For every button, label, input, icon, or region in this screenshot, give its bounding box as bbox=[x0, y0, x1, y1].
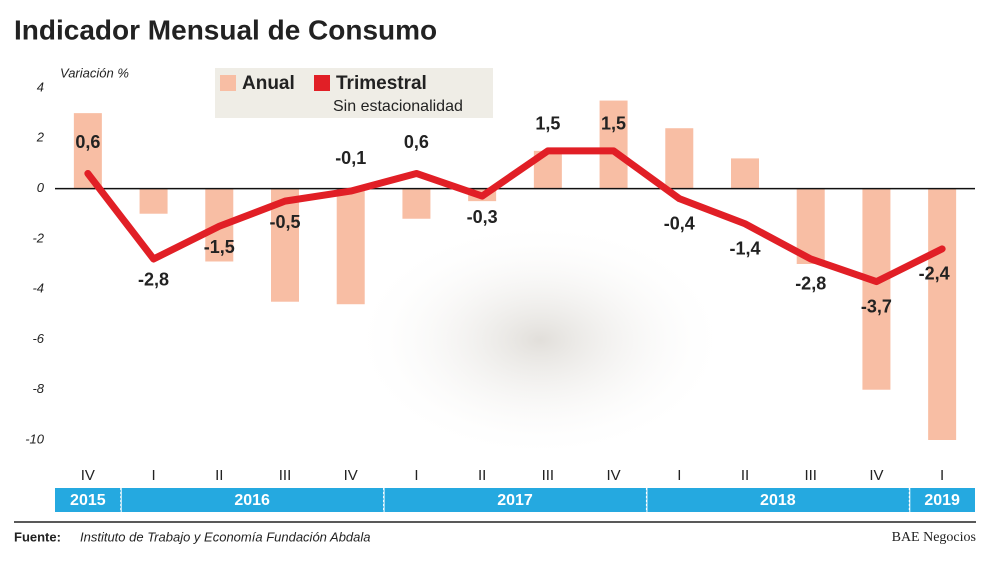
value-label: 0,6 bbox=[404, 132, 429, 152]
x-tick-label: IV bbox=[81, 467, 95, 484]
legend-swatch bbox=[220, 75, 236, 91]
year-label: 2015 bbox=[70, 492, 106, 509]
x-tick-label: IV bbox=[344, 467, 358, 484]
year-label: 2016 bbox=[234, 492, 270, 509]
legend-box bbox=[215, 68, 493, 118]
x-tick-label: I bbox=[414, 467, 418, 484]
x-tick-label: I bbox=[940, 467, 944, 484]
year-label: 2019 bbox=[924, 492, 960, 509]
year-band bbox=[121, 488, 384, 512]
x-tick-label: II bbox=[215, 467, 223, 484]
value-label: 1,5 bbox=[601, 114, 626, 134]
line bbox=[84, 147, 946, 286]
x-tick-label: IV bbox=[606, 467, 620, 484]
bar bbox=[336, 188, 365, 305]
bar bbox=[731, 158, 759, 189]
value-label: -0,4 bbox=[664, 213, 695, 233]
value-label: -0,1 bbox=[335, 148, 366, 168]
value-label: -0,5 bbox=[269, 212, 300, 232]
x-tick-label: II bbox=[478, 467, 486, 484]
value-label: 1,5 bbox=[535, 114, 560, 134]
y-tick-label: 2 bbox=[36, 130, 45, 145]
value-label: -2,8 bbox=[138, 270, 169, 290]
value-label: -0,3 bbox=[467, 207, 498, 227]
bar bbox=[928, 188, 957, 440]
value-label: -3,7 bbox=[861, 296, 892, 316]
bar bbox=[599, 100, 628, 189]
bar bbox=[139, 188, 168, 214]
year-band bbox=[384, 488, 647, 512]
y-tick-label: -4 bbox=[32, 281, 44, 296]
bar bbox=[402, 188, 431, 219]
value-label: -2,8 bbox=[795, 274, 826, 294]
year-band bbox=[910, 488, 975, 512]
legend-swatch bbox=[314, 75, 330, 91]
x-tick-label: II bbox=[741, 467, 749, 484]
year-band bbox=[647, 488, 910, 512]
year-label: 2017 bbox=[497, 492, 533, 509]
y-axis-label: Variación % bbox=[60, 65, 129, 80]
value-label: -1,4 bbox=[729, 239, 760, 259]
x-tick-label: III bbox=[542, 467, 555, 484]
source: Instituto de Trabajo y Economía Fundació… bbox=[80, 529, 371, 544]
value-label: -2,4 bbox=[919, 264, 950, 284]
y-tick-label: -8 bbox=[32, 381, 44, 396]
y-tick-label: 0 bbox=[37, 180, 45, 195]
y-tick-label: 4 bbox=[37, 79, 44, 94]
legend-label: Anual bbox=[242, 73, 295, 94]
year-label: 2018 bbox=[760, 492, 796, 509]
value-label: -1,5 bbox=[204, 237, 235, 257]
y-tick-label: -2 bbox=[32, 230, 44, 245]
x-tick-label: I bbox=[677, 467, 681, 484]
legend-label: Trimestral bbox=[336, 73, 427, 94]
chart-title: Indicador Mensual de Consumo bbox=[14, 14, 437, 45]
photo-background bbox=[350, 220, 730, 460]
bar bbox=[862, 188, 891, 390]
y-tick-label: -10 bbox=[25, 431, 45, 446]
value-label: 0,6 bbox=[75, 132, 100, 152]
y-tick-label: -6 bbox=[32, 331, 44, 346]
source-label: Fuente: bbox=[14, 529, 61, 544]
x-tick-label: III bbox=[279, 467, 292, 484]
x-tick-label: III bbox=[804, 467, 817, 484]
credit: BAE Negocios bbox=[892, 530, 976, 545]
year-band bbox=[55, 488, 121, 512]
x-tick-label: I bbox=[151, 467, 155, 484]
bar bbox=[665, 128, 694, 189]
legend-note: Sin estacionalidad bbox=[333, 98, 463, 115]
x-tick-label: IV bbox=[869, 467, 883, 484]
